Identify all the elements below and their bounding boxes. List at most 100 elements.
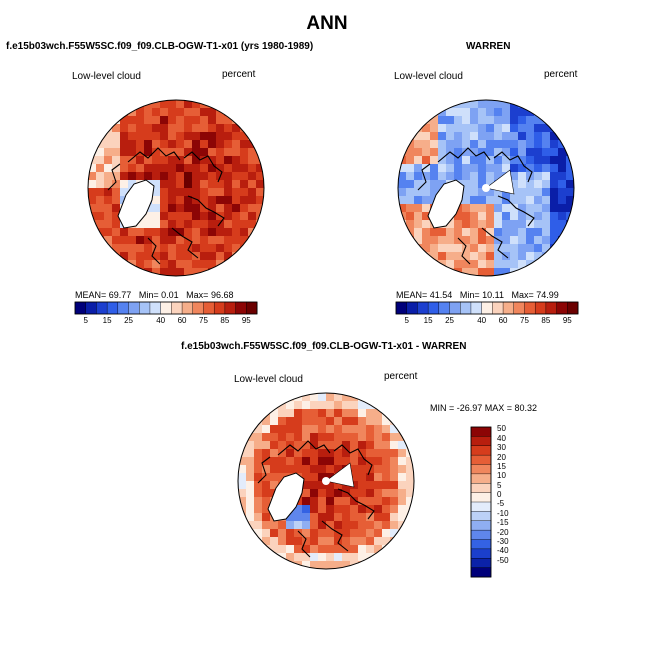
panel3-colorbar-box: [470, 454, 492, 466]
panel3-map-cell: [382, 473, 391, 482]
panel1-map-cell: [144, 140, 153, 149]
panel2-map-cell: [438, 132, 447, 141]
panel2-map-cell: [438, 244, 447, 253]
panel3-map-cell: [310, 441, 319, 450]
panel3-colorbar-box: [470, 483, 492, 494]
panel2-map-cell: [422, 124, 431, 133]
panel1-coastline: [171, 227, 199, 259]
panel1-map-cell: [216, 196, 225, 205]
panel3-map-cell: [366, 393, 375, 402]
panel1-coastline: [127, 147, 181, 163]
panel2-missing-data-wedge: [485, 169, 515, 195]
panel1-map-cell: [208, 188, 217, 197]
panel2-map-cell: [470, 124, 479, 133]
panel3-map-cell: [318, 537, 327, 546]
panel2-map-cell: [414, 188, 423, 197]
panel2-map-cell: [406, 204, 415, 213]
panel1-map-cell: [136, 260, 145, 269]
panel1-map-cell: [184, 180, 193, 189]
panel2-map-cell: [518, 108, 527, 117]
panel2-map-cell: [502, 164, 511, 173]
panel3-map-cell: [342, 417, 351, 426]
panel2-map-cell: [478, 204, 487, 213]
panel2-map-cell: [510, 132, 519, 141]
panel1-variable-label: Low-level cloud: [72, 71, 141, 82]
panel3-map-cell: [262, 513, 271, 522]
panel1-map-cell: [112, 140, 121, 149]
panel1-map-cell: [248, 148, 257, 157]
panel3-map-cell: [286, 425, 295, 434]
panel3-map-cell: [286, 449, 295, 458]
panel3-map-cell: [326, 441, 335, 450]
panel1-map-cell: [160, 236, 169, 245]
panel2-map-cell: [534, 228, 543, 237]
panel1-map-cell: [208, 148, 217, 157]
panel2-map-cell: [462, 172, 471, 181]
panel2-map-cell: [502, 108, 511, 117]
panel1-map-cell: [224, 196, 233, 205]
panel1-map-cell: [88, 164, 97, 173]
panel2-map-cell: [438, 236, 447, 245]
panel1-map-cell: [216, 188, 225, 197]
panel2-map-cell: [494, 196, 503, 205]
panel3-map-cell: [278, 457, 287, 466]
panel2-map-cell: [470, 220, 479, 229]
panel1-min-label: Min=: [138, 290, 159, 300]
panel2-min-label: Min=: [459, 290, 480, 300]
panel2-map-cell: [518, 132, 527, 141]
panel3-map-cell: [342, 553, 351, 562]
panel1-colorbar-box: [106, 301, 119, 315]
panel3-map-cell: [382, 433, 391, 442]
panel2-mean-label: MEAN=: [396, 290, 428, 300]
panel1-map-cell: [200, 140, 209, 149]
panel3-map-cell: [286, 545, 295, 554]
panel3-map-cell: [310, 465, 319, 474]
panel1-map-cell: [240, 188, 249, 197]
panel2-map-cell: [438, 252, 447, 261]
panel2-map-cell: [462, 220, 471, 229]
panel2-map-cell: [486, 220, 495, 229]
panel1-colorbar-tick-label: 40: [156, 316, 166, 325]
panel2-map-cell: [558, 180, 567, 189]
panel3-map-cell: [318, 393, 327, 402]
panel3-map-cell: [262, 505, 271, 514]
panel2-map-cell: [478, 172, 487, 181]
panel2-map-cell: [454, 244, 463, 253]
panel1-map-cell: [240, 236, 249, 245]
panel1-map-cell: [256, 140, 264, 149]
panel1-map-cell: [200, 164, 209, 173]
panel2-map-cell: [526, 268, 535, 276]
panel1-map-cell: [144, 156, 153, 165]
panel3-map-cell: [374, 521, 383, 530]
panel3-map-cell: [270, 529, 279, 538]
panel3-map-cell: [262, 481, 271, 490]
panel1-map-cell: [224, 148, 233, 157]
panel2-map-cell: [462, 236, 471, 245]
panel1-map-cell: [152, 244, 161, 253]
panel1-map-cell: [192, 132, 201, 141]
panel3-map-cell: [302, 497, 311, 506]
panel2-map-cell: [550, 172, 559, 181]
panel3-map-cell: [302, 449, 311, 458]
panel1-colorbar-ticks: 5 15 25 40 60 75 85 95: [75, 316, 257, 328]
panel1-map-cell: [176, 188, 185, 197]
panel1-map-cell: [208, 172, 217, 181]
panel1-map-cell: [200, 236, 209, 245]
panel2-map-cell: [446, 132, 455, 141]
panel1-map-cell: [240, 164, 249, 173]
panel2-map-cell: [550, 220, 559, 229]
panel3-map-cell: [278, 401, 287, 410]
panel2-map-cell: [534, 244, 543, 253]
panel2-map-cell: [470, 180, 479, 189]
panel3-map-cell: [342, 513, 351, 522]
panel1-colorbar-box: [74, 301, 87, 315]
panel2-map-cell: [542, 188, 551, 197]
panel1-mean-label: MEAN=: [75, 290, 107, 300]
panel3-map-cell: [374, 481, 383, 490]
panel1-map-cell: [120, 172, 129, 181]
panel3-colorbar-box: [470, 529, 492, 541]
panel2-map-cell: [510, 220, 519, 229]
panel3-map-cell: [350, 449, 359, 458]
panel3-map-cell: [390, 537, 399, 546]
panel3-map-cell: [254, 481, 263, 490]
